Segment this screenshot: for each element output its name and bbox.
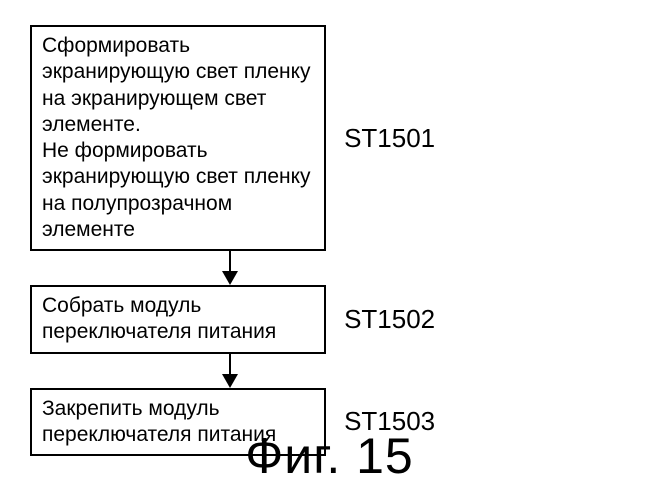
arrow-1 [30, 251, 430, 285]
step-row-2: Собрать модуль переключателя питания ST1… [30, 285, 630, 354]
arrow-2 [30, 354, 430, 388]
label-connector-1: ST1501 [326, 123, 630, 154]
label-connector-2: ST1502 [326, 304, 630, 335]
figure-caption: Фиг. 15 [0, 427, 659, 485]
step-box-2: Собрать модуль переключателя питания [30, 285, 326, 354]
step-box-1: Сформировать экранирующую свет пленку на… [30, 25, 326, 251]
step-text-1: Сформировать экранирующую свет пленку на… [42, 34, 311, 241]
step-label-1: ST1501 [344, 123, 435, 154]
step-text-2: Собрать модуль переключателя питания [42, 294, 276, 343]
flowchart-container: Сформировать экранирующую свет пленку на… [30, 25, 630, 456]
step-label-2: ST1502 [344, 304, 435, 335]
step-row-1: Сформировать экранирующую свет пленку на… [30, 25, 630, 251]
